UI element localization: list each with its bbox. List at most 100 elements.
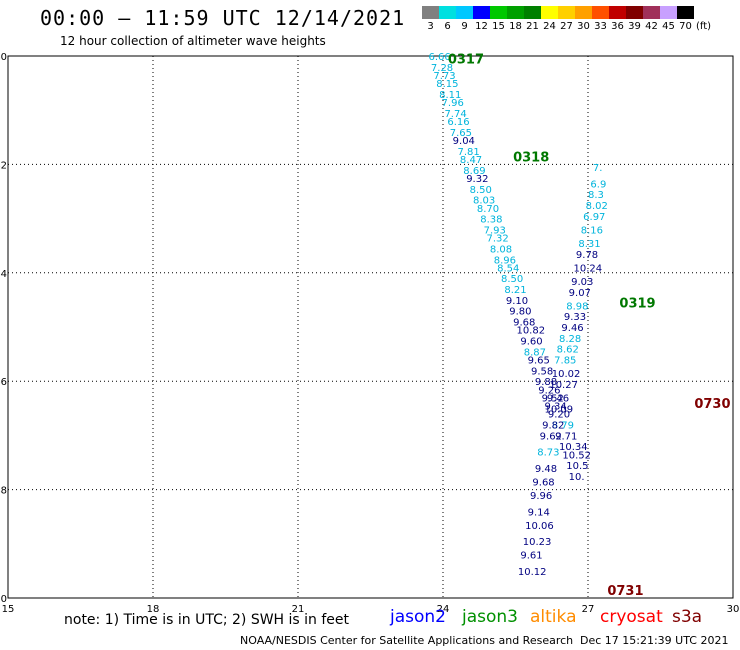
wave-height-point: 8.16 bbox=[581, 225, 603, 236]
pass-time-label: 0731 bbox=[607, 584, 643, 599]
wave-height-point: 10.02 bbox=[552, 369, 581, 380]
wave-height-point: 8.62 bbox=[557, 345, 579, 356]
page-subtitle: 12 hour collection of altimeter wave hei… bbox=[60, 34, 326, 48]
wave-height-point: 9.46 bbox=[547, 393, 569, 404]
wave-height-point: 8.47 bbox=[460, 155, 482, 166]
pass-time-label: 0319 bbox=[619, 297, 655, 312]
page-title: 00:00 – 11:59 UTC 12/14/2021 bbox=[40, 6, 406, 30]
wave-height-point: 8.87 bbox=[524, 347, 546, 358]
wave-height-point: 9.04 bbox=[453, 136, 475, 147]
x-tick-label: 30 bbox=[727, 604, 740, 615]
scale-label: 30 bbox=[577, 21, 590, 32]
wave-height-point: 9.68 bbox=[532, 477, 554, 488]
wave-height-point: 7. bbox=[593, 163, 603, 174]
scale-label: 15 bbox=[492, 21, 505, 32]
wave-height-point: 6.16 bbox=[447, 117, 469, 128]
scale-label: 24 bbox=[543, 21, 556, 32]
scale-label: 3 bbox=[427, 21, 434, 32]
x-tick-label: 27 bbox=[582, 604, 595, 615]
wave-height-point: 6.97 bbox=[583, 212, 605, 223]
wave-height-point: 8.54 bbox=[497, 263, 519, 274]
wave-height-point: 8.73 bbox=[537, 448, 559, 459]
wave-height-point: 9.32 bbox=[466, 174, 488, 185]
scale-label: 6 bbox=[444, 21, 451, 32]
scale-label: 39 bbox=[628, 21, 641, 32]
satellite-label-s3a: s3a bbox=[672, 607, 703, 627]
wave-height-point: 9.82 bbox=[542, 421, 564, 432]
y-tick-label: -50 bbox=[0, 594, 7, 605]
scale-swatch bbox=[626, 6, 643, 19]
y-tick-label: -46 bbox=[0, 377, 7, 388]
wave-height-point: 9.33 bbox=[564, 312, 586, 323]
wave-height-point: 8.3 bbox=[588, 190, 604, 201]
satellite-label-jason2: jason2 bbox=[390, 607, 446, 627]
footer-note: note: 1) Time is in UTC; 2) SWH is in fe… bbox=[64, 612, 350, 628]
wave-height-point: 8.02 bbox=[586, 201, 608, 212]
wave-height-point: 8.31 bbox=[578, 239, 600, 250]
y-tick-label: -40 bbox=[0, 52, 7, 63]
scale-label: 12 bbox=[475, 21, 488, 32]
wave-height-point: 7.81 bbox=[458, 147, 480, 158]
wave-height-point: 8.21 bbox=[504, 285, 526, 296]
wave-height-point: 10.34 bbox=[559, 442, 588, 453]
wave-height-point: 6.66 bbox=[429, 52, 451, 63]
wave-height-point: 7.93 bbox=[484, 225, 506, 236]
scale-swatch bbox=[422, 6, 439, 19]
wave-height-point: 10.24 bbox=[574, 263, 603, 274]
wave-height-point: 8.98 bbox=[566, 301, 588, 312]
wave-height-point: 7.85 bbox=[554, 356, 576, 367]
wave-height-point: 8.50 bbox=[470, 185, 492, 196]
x-tick-label: 21 bbox=[292, 604, 305, 615]
pass-time-label: 0730 bbox=[694, 397, 730, 412]
scale-swatch bbox=[541, 6, 558, 19]
scale-swatch bbox=[592, 6, 609, 19]
pass-time-label: 0318 bbox=[513, 150, 549, 165]
y-tick-label: -44 bbox=[0, 269, 7, 280]
wave-height-point: 9.14 bbox=[528, 507, 550, 518]
satellite-label-jason3: jason3 bbox=[462, 607, 518, 627]
wave-height-point: 9.20 bbox=[548, 410, 570, 421]
scale-swatch bbox=[558, 6, 575, 19]
scale-label: 45 bbox=[662, 21, 675, 32]
scale-label: 36 bbox=[611, 21, 624, 32]
wave-height-point: 9.60 bbox=[520, 337, 542, 348]
wave-height-point: 10.5 bbox=[566, 461, 588, 472]
scale-label: 33 bbox=[594, 21, 607, 32]
scale-label: 18 bbox=[509, 21, 522, 32]
wave-height-point: 8.03 bbox=[473, 196, 495, 207]
wave-height-point: 7.74 bbox=[444, 109, 466, 120]
wave-height-point: 8.70 bbox=[477, 204, 499, 215]
wave-height-point: 7.28 bbox=[431, 63, 453, 74]
wave-height-point: 8.15 bbox=[436, 79, 458, 90]
scale-swatch bbox=[490, 6, 507, 19]
wave-height-point: 9.03 bbox=[571, 277, 593, 288]
scale-swatch bbox=[575, 6, 592, 19]
scale-swatch bbox=[507, 6, 524, 19]
wave-height-point: 9.52 bbox=[542, 393, 564, 404]
wave-height-point: 9.61 bbox=[520, 551, 542, 562]
wave-height-point: 7.73 bbox=[433, 71, 455, 82]
scale-swatch bbox=[456, 6, 473, 19]
pass-time-label: 0317 bbox=[448, 53, 484, 68]
wave-height-point: 10. bbox=[569, 472, 585, 483]
scale-label: 27 bbox=[560, 21, 573, 32]
wave-height-point: 9.78 bbox=[576, 250, 598, 261]
x-tick-label: 18 bbox=[147, 604, 160, 615]
satellite-label-cryosat: cryosat bbox=[600, 607, 663, 627]
wave-height-point: 8.96 bbox=[494, 255, 516, 266]
y-tick-label: -48 bbox=[0, 486, 7, 497]
wave-height-point: 9.65 bbox=[528, 356, 550, 367]
wave-height-point: 10.23 bbox=[523, 537, 552, 548]
wave-height-point: 8.69 bbox=[463, 166, 485, 177]
wave-height-point: 7.32 bbox=[487, 234, 509, 245]
wave-height-point: 9.68 bbox=[513, 318, 535, 329]
credit-line: NOAA/NESDIS Center for Satellite Applica… bbox=[240, 634, 574, 647]
y-tick-label: -42 bbox=[0, 160, 7, 171]
wave-height-point: 8.28 bbox=[559, 334, 581, 345]
wave-height-point: 9.48 bbox=[535, 464, 557, 475]
wave-height-point: 9.62 bbox=[540, 431, 562, 442]
scale-swatch bbox=[677, 6, 694, 19]
wave-height-point: 8.38 bbox=[480, 215, 502, 226]
wave-height-point: 8.50 bbox=[501, 274, 523, 285]
